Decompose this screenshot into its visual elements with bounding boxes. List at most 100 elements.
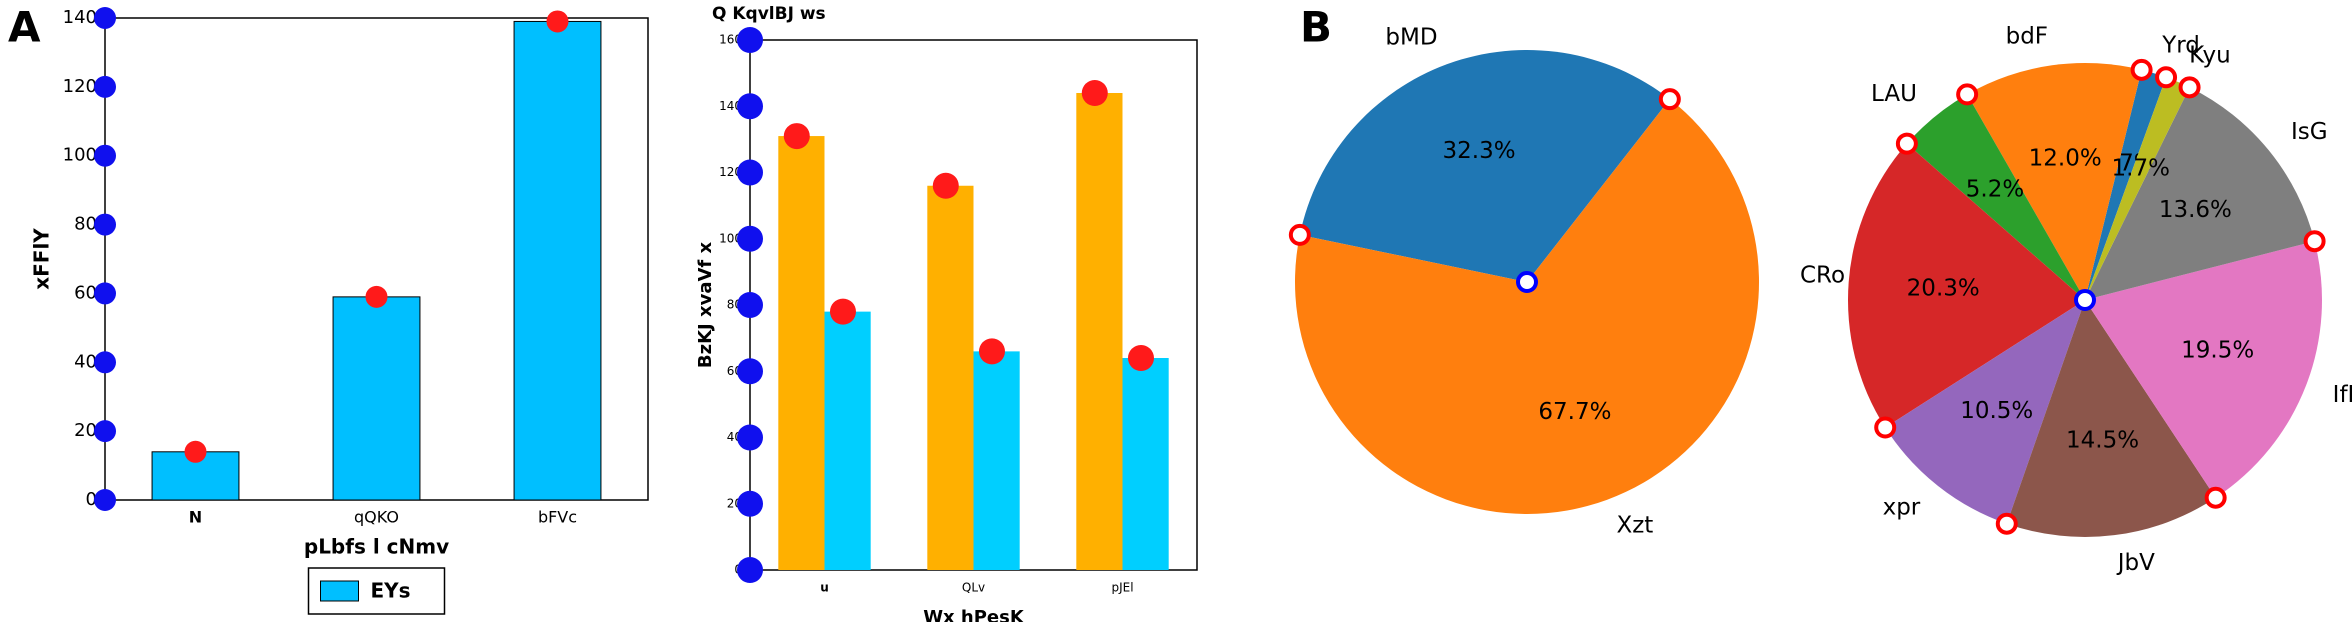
y-tick-label: 120 — [63, 76, 97, 97]
tick-marker — [737, 159, 763, 186]
tick-marker — [737, 292, 763, 318]
boundary-marker — [1895, 132, 1918, 155]
y-axis-label: xFFlY — [30, 228, 54, 290]
y-tick-label: 60 — [74, 282, 97, 303]
x-tick-label: pJEl — [1111, 581, 1133, 595]
slice-percent: 10.5% — [1960, 398, 2033, 424]
value-marker — [829, 298, 856, 325]
slice-label: IfF — [2333, 382, 2352, 408]
slice-label: Yrd — [2161, 33, 2200, 59]
pie-slice — [1299, 50, 1670, 283]
pie-slice — [1967, 63, 2142, 300]
pie-slice — [2085, 77, 2190, 300]
y-tick-label: 40 — [74, 351, 97, 372]
tick-marker — [737, 225, 763, 252]
x-tick-label: N — [189, 508, 202, 527]
slice-percent: 20.3% — [1907, 276, 1980, 302]
slice-percent: 67.7% — [1538, 399, 1611, 425]
x-axis-label: pLbfs l cNmv — [304, 535, 449, 559]
y-tick-label: 100 — [63, 145, 97, 166]
slice-label: LAU — [1871, 81, 1917, 107]
tick-marker — [94, 213, 116, 236]
value-marker — [365, 285, 388, 308]
tick-marker — [94, 144, 116, 167]
slice-label: xpr — [1883, 495, 1921, 521]
slice-percent: 32.3% — [1443, 138, 1516, 164]
slice-label: Xzt — [1616, 512, 1653, 538]
pie-slice — [1295, 99, 1759, 514]
value-marker — [1081, 80, 1108, 106]
chart-title: Q KqvlBJ ws — [712, 4, 826, 24]
y-tick-label: 0 — [86, 489, 97, 510]
pie-slice — [2085, 87, 2315, 300]
bar — [973, 351, 1020, 570]
value-marker — [932, 172, 959, 199]
pie-slice — [1885, 300, 2085, 524]
value-marker — [783, 123, 810, 150]
boundary-marker — [1995, 512, 2018, 535]
boundary-marker — [1288, 223, 1311, 246]
boundary-marker — [2178, 76, 2201, 99]
x-tick-label: qQKO — [354, 508, 399, 527]
boundary-marker — [2155, 66, 2178, 89]
pie-slice — [2085, 241, 2322, 498]
value-marker — [546, 10, 569, 33]
bar — [824, 311, 871, 570]
panel-label: B — [1300, 3, 1332, 52]
slice-percent: 1.7% — [2112, 156, 2170, 182]
y-tick-label: 100 — [719, 231, 742, 245]
center-marker — [2074, 289, 2096, 311]
panel-label: A — [8, 3, 41, 52]
slice-label: bdF — [2006, 24, 2048, 50]
tick-marker — [94, 7, 116, 29]
tick-marker — [94, 420, 116, 443]
slice-percent: 19.5% — [2181, 338, 2254, 364]
bar — [1076, 93, 1123, 570]
x-tick-label: bFVc — [538, 508, 577, 527]
tick-marker — [737, 424, 763, 451]
slice-percent: 13.6% — [2159, 197, 2232, 223]
annotation: CRo — [1800, 263, 1845, 289]
boundary-marker — [1658, 88, 1681, 111]
y-tick-label: 80 — [74, 214, 97, 235]
y-axis-label: BzKJ xvaVf x — [695, 241, 716, 368]
slice-label: bMD — [1385, 25, 1437, 51]
pie-slice — [2006, 300, 2216, 538]
tick-marker — [94, 282, 116, 305]
bar — [332, 296, 421, 501]
value-marker — [978, 338, 1005, 365]
tick-marker — [737, 557, 763, 583]
slice-label: IsG — [2291, 119, 2328, 145]
x-axis-label: Wx hPesK — [923, 607, 1025, 622]
tick-marker — [94, 351, 116, 374]
y-tick-label: 140 — [63, 7, 97, 28]
x-tick-label: u — [820, 581, 829, 595]
bar — [513, 20, 602, 501]
pie-slice — [1906, 94, 2085, 300]
y-tick-label: 20 — [74, 420, 97, 441]
bar — [778, 136, 825, 570]
slice-percent: 14.5% — [2066, 428, 2139, 454]
tick-marker — [737, 490, 763, 517]
x-tick-label: QLv — [962, 581, 985, 595]
tick-marker — [737, 358, 763, 385]
slice-percent: 12.0% — [2029, 146, 2102, 172]
bar — [1122, 358, 1169, 570]
tick-marker — [737, 93, 763, 120]
value-marker — [1127, 345, 1154, 371]
y-tick-label: 160 — [719, 33, 742, 47]
boundary-marker — [1874, 416, 1897, 439]
slice-label: JbV — [2116, 550, 2155, 576]
center-marker — [1516, 271, 1538, 293]
legend-label: EYs — [371, 579, 411, 603]
y-tick-label: 120 — [719, 165, 742, 179]
boundary-marker — [2130, 58, 2153, 81]
bar — [927, 185, 974, 570]
boundary-marker — [2303, 230, 2326, 253]
tick-marker — [94, 489, 116, 511]
pie-slice — [1847, 143, 2085, 428]
boundary-marker — [2204, 486, 2227, 509]
value-marker — [184, 440, 207, 463]
y-tick-label: 140 — [719, 99, 742, 113]
